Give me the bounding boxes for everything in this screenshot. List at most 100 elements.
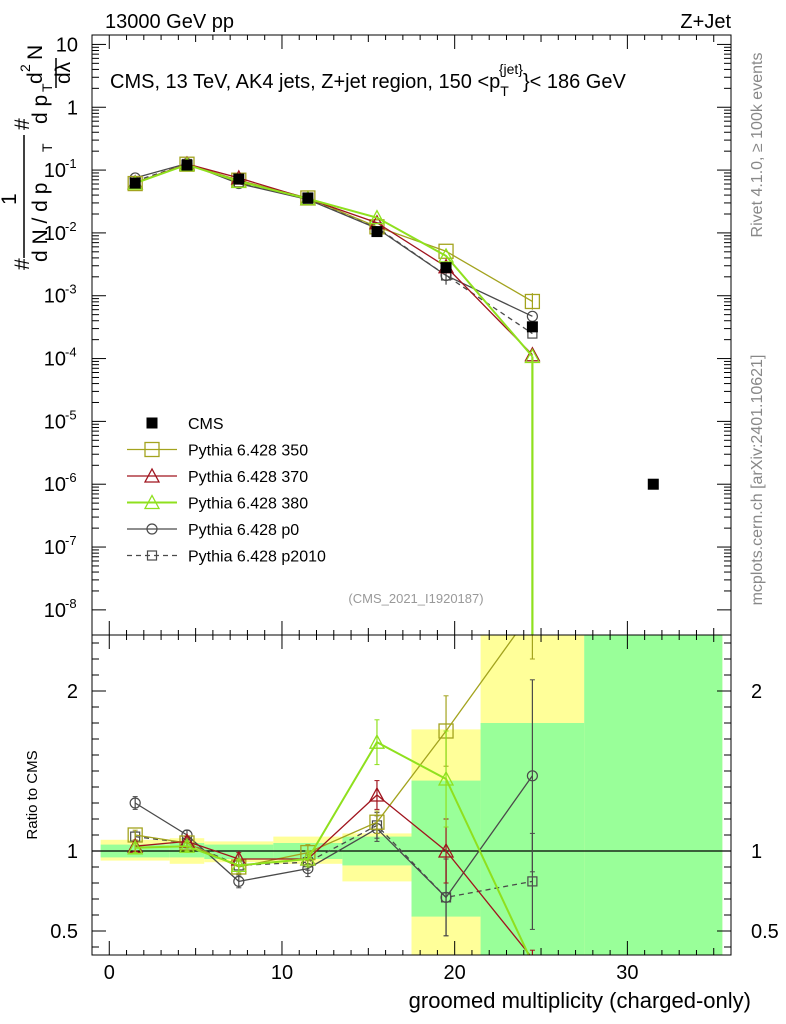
y-tick-label: 10 (44, 160, 66, 182)
ratio-point-p380 (230, 857, 247, 873)
cms-data-point (440, 262, 452, 274)
ratio-point-p380 (368, 733, 386, 749)
legend-marker-p380 (143, 494, 161, 510)
ratio-point-p380 (437, 770, 455, 786)
legend-marker-p0 (146, 523, 158, 535)
cms-data-point (371, 226, 383, 238)
ratio-series-p380 (127, 719, 535, 955)
y-tick-label: 10 (44, 349, 66, 371)
ratio-y-tick-label-right: 1 (751, 841, 762, 863)
ratio-y-tick-label: 1 (67, 841, 78, 863)
legend-marker-p2010 (146, 550, 158, 561)
cms-data-point (129, 177, 141, 189)
ylabel-dn-dpt: d N / d p (29, 183, 52, 262)
ratio-point-p370 (368, 786, 386, 802)
series-p350 (127, 156, 541, 310)
legend-label-p370: Pythia 6.428 370 (188, 469, 308, 486)
main-plot-content (127, 155, 659, 635)
x-tick-label: 0 (104, 962, 115, 984)
x-tick-label: 30 (616, 962, 638, 984)
y-tick-label: 10 (44, 474, 66, 496)
y-tick-label: 1 (67, 97, 78, 119)
legend-marker-p370 (143, 467, 161, 483)
cms-data-point (526, 321, 538, 333)
legend: CMS Pythia 6.428 350 Pythia 6.428 370 Pythi… (127, 416, 326, 566)
legend-label-cms: CMS (188, 416, 224, 433)
ylabel-sup-2: 2 (17, 64, 33, 72)
ratio-ticks: 0.5 0.51 12 20 10 20 30 (50, 635, 779, 984)
ratio-frame (91, 634, 732, 956)
ratio-panel: 0.5 0.51 12 20 10 20 30 Ratio to CMS groomed m… (24, 634, 779, 1013)
ratio-point-p370 (437, 842, 455, 858)
ratio-point-p2010 (440, 892, 452, 903)
ylabel-hash-1: # (11, 258, 34, 270)
series-p380 (127, 156, 541, 364)
ylabel-n: N (24, 45, 47, 60)
cms-data-point (233, 173, 245, 185)
y-tick-label: 10 (44, 286, 66, 308)
y-tick-exponent: -3 (65, 282, 77, 297)
rivet-version-label: Rivet 4.1.0, ≥ 100k events (749, 53, 766, 238)
analysis-id: (CMS_2021_I1920187) (348, 591, 483, 606)
y-tick-label: 10 (44, 600, 66, 622)
y-tick-label: 10 (44, 223, 66, 245)
ylabel-one: 1 (0, 193, 21, 205)
series-cms (129, 159, 659, 490)
ylabel-hash-2: # (11, 118, 34, 130)
ratio-point-p380 (178, 837, 196, 853)
legend-item-p0: Pythia 6.428 p0 (127, 522, 299, 539)
y-tick-exponent: -2 (65, 219, 77, 234)
data-point-p380 (368, 209, 386, 225)
legend-item-cms: CMS (146, 416, 224, 433)
ylabel-sub-t-1: T (39, 143, 55, 152)
cms-data-point (181, 159, 193, 171)
legend-marker-p350 (144, 441, 160, 458)
ylabel-dpt: d p (29, 95, 52, 124)
y-tick-exponent: -8 (65, 596, 77, 611)
ylabel-dlambda: dλ (52, 61, 75, 84)
ylabel-sub-t-2: T (39, 83, 55, 92)
ratio-y-tick-label-right: 0.5 (751, 921, 779, 943)
legend-item-p350: Pythia 6.428 350 (127, 441, 308, 460)
ratio-point-p2010 (527, 876, 538, 887)
header-right-label: Z+Jet (680, 11, 731, 33)
legend-item-p380: Pythia 6.428 380 (127, 494, 308, 513)
series-p370 (127, 155, 541, 362)
series-line-p350 (134, 163, 533, 303)
cms-data-point (647, 478, 659, 490)
ratio-y-tick-label: 0.5 (50, 921, 78, 943)
ratio-y-tick-label-right: 2 (751, 681, 762, 703)
series-line-p380 (134, 163, 534, 358)
ratio-point-p380 (299, 850, 316, 866)
series-line-p2010 (134, 163, 533, 335)
x-axis-label: groomed multiplicity (charged-only) (409, 988, 751, 1013)
ratio-point-p0 (129, 797, 141, 809)
ratio-point-p0 (233, 875, 245, 888)
ratio-point-p350 (369, 814, 385, 830)
ratio-plot-content (92, 635, 731, 955)
y-tick-label: 10 (44, 411, 66, 433)
y-tick-exponent: -6 (65, 470, 77, 485)
legend-label-p380: Pythia 6.428 380 (188, 496, 308, 513)
legend-label-p0: Pythia 6.428 p0 (188, 522, 299, 539)
ratio-point-p380 (127, 839, 144, 855)
legend-item-p2010: Pythia 6.428 p2010 (127, 549, 326, 566)
legend-label-p2010: Pythia 6.428 p2010 (188, 549, 326, 566)
legend-item-p370: Pythia 6.428 370 (127, 467, 308, 486)
y-tick-exponent: -7 (65, 533, 77, 548)
y-tick-label: 10 (56, 34, 78, 56)
series-p2010 (130, 158, 538, 339)
legend-marker-cms (146, 417, 158, 429)
y-tick-exponent: -1 (65, 156, 77, 171)
cms-data-point (302, 192, 314, 204)
y-tick-label: 10 (44, 537, 66, 559)
main-y-axis-label: # 1 d N / d p T # d p T dλ d 2 N (0, 45, 75, 270)
x-tick-label: 10 (271, 962, 293, 984)
data-point-p380 (437, 247, 455, 263)
x-tick-label: 20 (444, 962, 466, 984)
series-line-p370 (134, 163, 533, 356)
uncertainty-band-green (584, 635, 723, 955)
